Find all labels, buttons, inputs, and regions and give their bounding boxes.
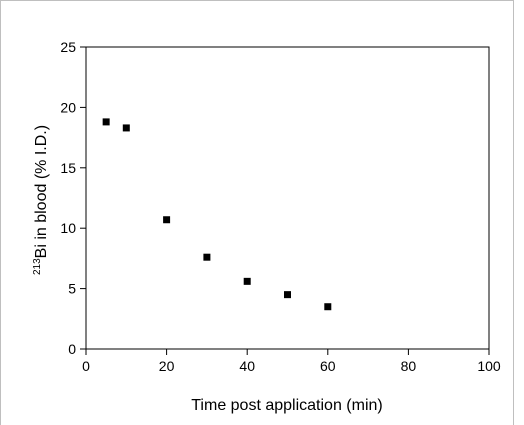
y-tick-label: 10: [60, 220, 76, 236]
data-point: [102, 118, 110, 126]
y-axis-title-text: Bi in blood (% I.D.): [33, 125, 50, 258]
data-point: [243, 277, 251, 285]
y-tick-label: 0: [68, 341, 76, 357]
y-axis-title: 213Bi in blood (% I.D.): [32, 125, 50, 275]
plot-area-box: [85, 46, 490, 350]
y-tick-label: 5: [68, 281, 76, 297]
axes: [85, 46, 490, 350]
x-tick-label: 40: [239, 358, 255, 374]
y-tick-label: 20: [60, 99, 76, 115]
x-tick-label: 80: [401, 358, 417, 374]
data-point: [163, 216, 171, 224]
data-point: [284, 291, 291, 299]
data-point: [122, 124, 130, 132]
y-tick-label: 25: [60, 39, 76, 55]
data-point: [324, 303, 332, 311]
x-tick-label: 60: [320, 358, 336, 374]
data-point: [203, 253, 211, 261]
x-tick-label: 0: [82, 358, 90, 374]
data-points: [102, 118, 332, 311]
x-tick-label: 100: [477, 358, 501, 374]
x-tick-label: 20: [159, 358, 175, 374]
y-axis-title-superscript: 213: [32, 258, 43, 275]
x-axis-title: Time post application (min): [191, 397, 382, 414]
ticks: 0 20 40 60 80 100 0 5 10 15 20 25: [60, 39, 500, 374]
y-tick-label: 15: [60, 160, 76, 176]
